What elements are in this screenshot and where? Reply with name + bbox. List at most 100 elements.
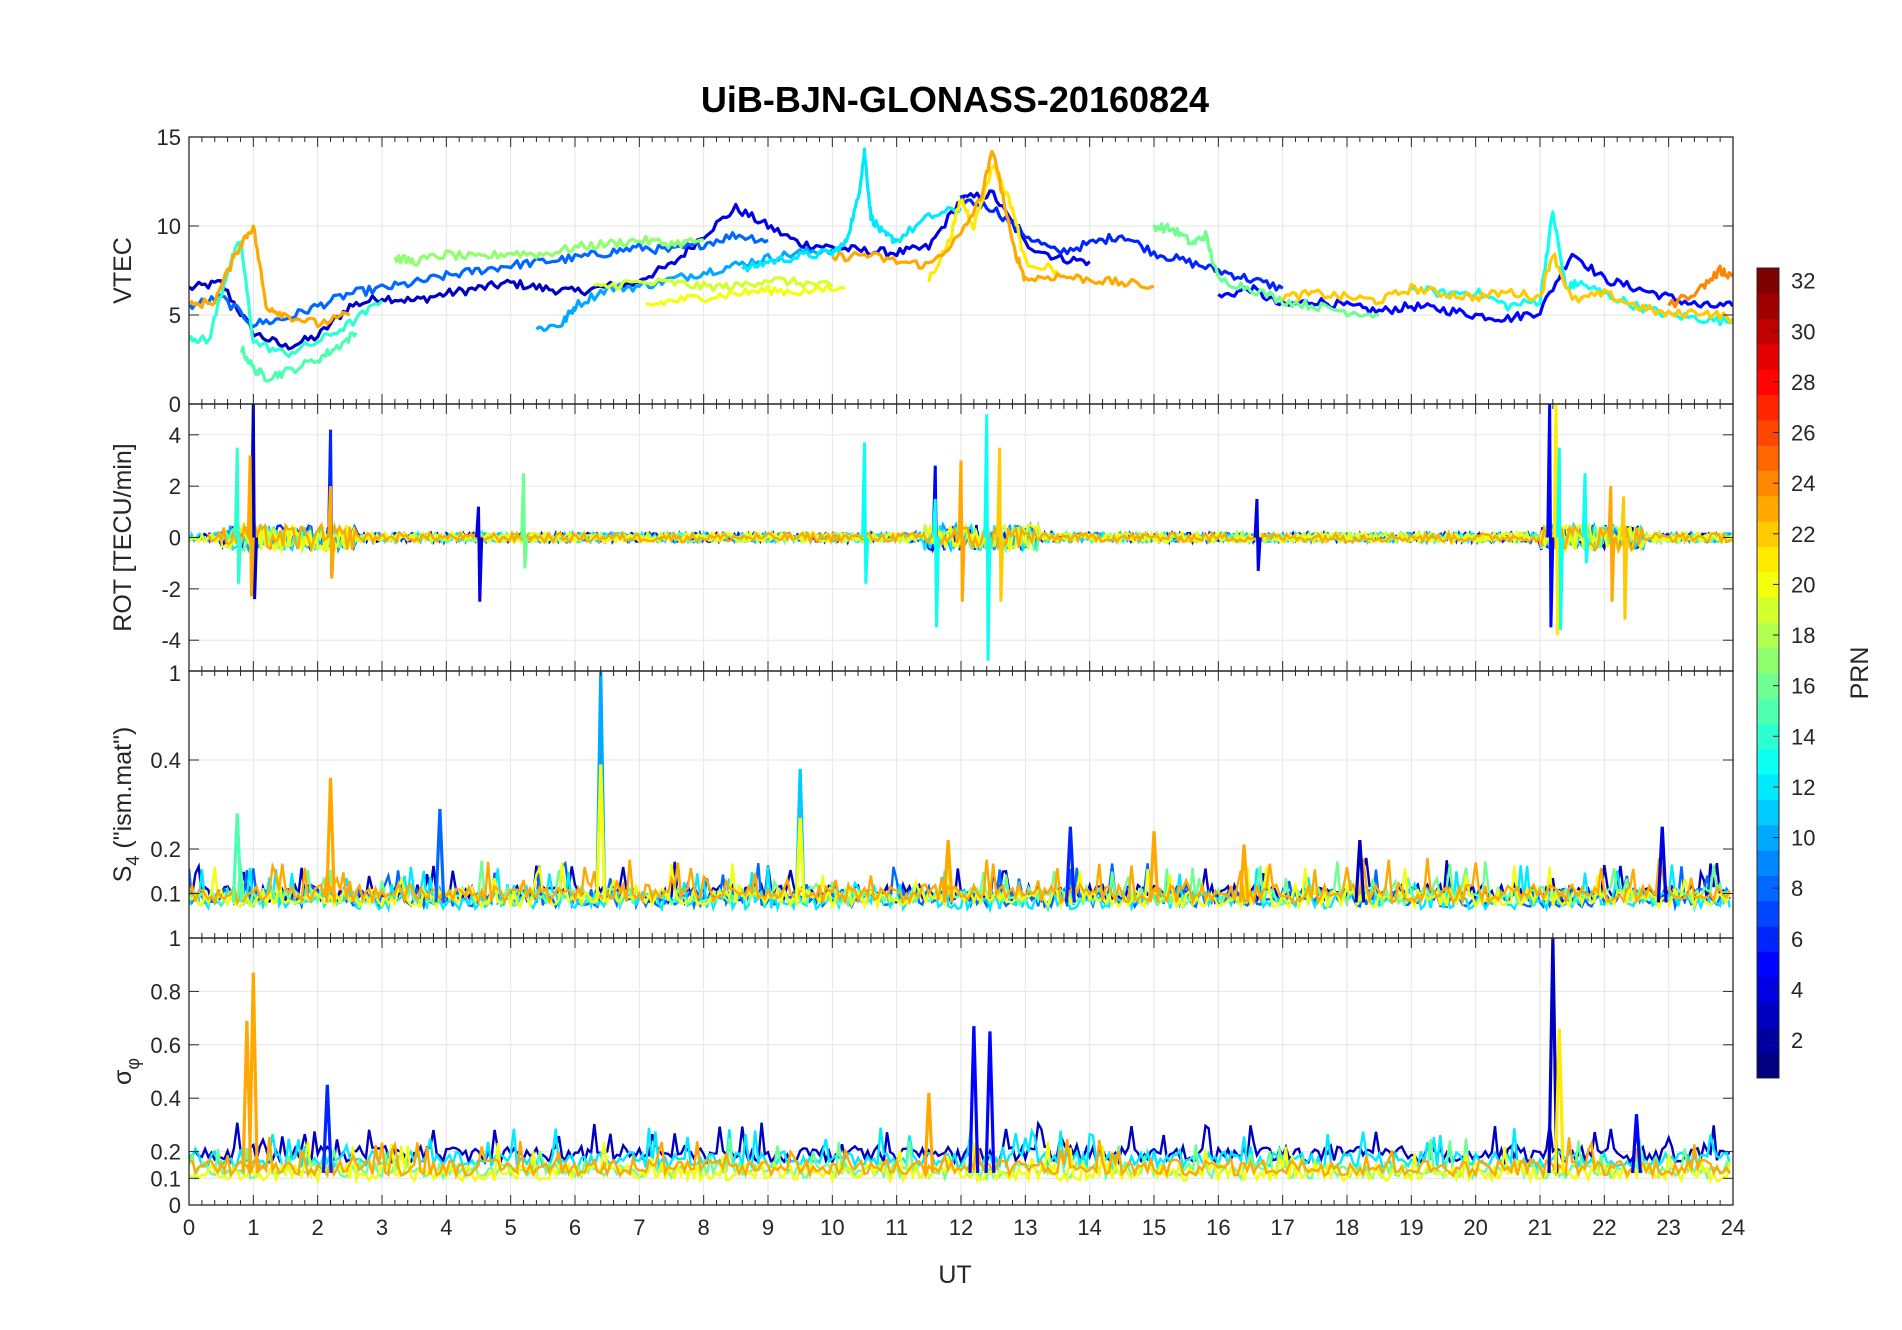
grid-vtec [188,136,1734,405]
colorbar-segment [1757,799,1779,826]
colorbar-segment [1757,976,1779,1003]
colorbar-segment [1757,1002,1779,1028]
colorbar-segment [1757,647,1779,674]
peak-prn-23 [247,972,259,1173]
peak-prn-23 [942,840,954,903]
colorbar-segment [1757,850,1779,876]
colorbar-segment [1757,748,1779,775]
rot-spike-prn-23 [327,486,336,579]
panel-s4: 0.1 0.2 0.4 1 S4 ("ism.mat") [109,661,1734,939]
y-tick-label: 0 [169,526,181,551]
plot-area-s4 [189,671,1731,914]
x-tick-label: 9 [762,1215,774,1240]
y-tick-label: 0.1 [150,1166,181,1191]
colorbar-tick-label: 2 [1791,1028,1803,1053]
colorbar-segment [1757,723,1779,750]
vtec-series-prn-3 [189,278,640,351]
colorbar-tick-label: 10 [1791,826,1815,851]
rot-spike-prn-23 [957,460,966,602]
peak-prn-5 [968,1026,980,1174]
colorbar-segment [1757,774,1779,801]
colorbar-frame [1756,267,1780,1079]
colorbar-segment [1757,343,1779,370]
peak-prn-23 [325,777,336,903]
ticks-sigma [188,937,1734,1206]
rot-spike-prn-23 [1607,486,1616,602]
y-tick-label: 0.2 [150,1140,181,1165]
y-tick-label: 0 [169,1193,181,1218]
panel-sigma: 00.10.2 0.4 0.6 0.8 1 σφ [109,926,1734,1218]
y-tick-label: 1 [169,926,181,951]
vtec-series-prn-6 [959,194,1284,292]
colorbar-segment [1757,1052,1779,1079]
vtec-series-prn-24 [1667,264,1733,309]
y-tick-label: 0.2 [150,837,181,862]
peak-prn-3 [1547,938,1559,1173]
peak-prn-15 [231,813,243,903]
colorbar-segment [1757,318,1779,345]
peak-prn-8 [434,808,446,903]
ticks-rot [188,404,1734,671]
x-tick-label: 18 [1335,1215,1359,1240]
colorbar-segment [1757,521,1779,547]
vtec-series-prn-21 [927,163,1059,283]
peak-prn-20 [595,764,607,903]
y-axis-label-sigma: σφ [109,1058,143,1085]
rot-spike-prn-13 [1581,473,1590,564]
colorbar-segment [1757,268,1779,294]
colorbar-segment [1757,622,1779,649]
colorbar-tick-label: 26 [1791,421,1815,446]
peak-prn-5 [1631,1114,1642,1174]
x-tick-label: 1 [247,1215,259,1240]
x-tick-label: 14 [1077,1215,1101,1240]
colorbar-segment [1757,1027,1779,1054]
colorbar-segment [1757,926,1779,952]
rot-spike-prn-13 [1555,447,1565,630]
x-tick-label: 11 [885,1215,908,1240]
colorbar-segment [1757,369,1779,396]
series-prn-12 [189,1127,1731,1173]
colorbar-segment [1757,597,1779,623]
peak-prn-5 [984,1031,996,1174]
colorbar-tick-label: 28 [1791,370,1815,395]
plot-area-rot [189,404,1733,661]
y-tick-label: 15 [157,125,181,150]
colorbar-tick-label: 16 [1791,674,1815,699]
peak-prn-20 [794,817,806,903]
colorbar-segment [1757,900,1779,927]
rot-series-prn-23 [207,521,1733,555]
rot-spike-prn-23 [246,455,255,597]
x-tick-label: 6 [569,1215,581,1240]
y-tick-label: 10 [157,214,181,239]
colorbar-segment [1757,495,1779,522]
plot-area-vtec [189,147,1733,383]
y-tick-label: 0.1 [150,882,181,907]
x-tick-label: 2 [312,1215,324,1240]
rot-spike-prn-14 [233,447,242,584]
x-tick-label: 19 [1399,1215,1423,1240]
x-tick-label: 5 [505,1215,517,1240]
x-tick-label: 7 [633,1215,645,1240]
colorbar-tick-label: 22 [1791,522,1815,547]
peak-prn-6 [321,1084,333,1174]
y-tick-label: 0.6 [150,1033,181,1058]
y-tick-label: 0.8 [150,979,181,1004]
x-axis-label: UT [938,1261,971,1289]
colorbar-tick-label: 4 [1791,977,1803,1002]
colorbar-tick-label: 20 [1791,572,1815,597]
peak-prn-3 [1354,840,1366,903]
vtec-series-prn-20 [645,284,846,307]
y-tick-label: 0.4 [150,1086,181,1111]
x-tick-label: 10 [820,1215,844,1240]
ticks-vtec [188,136,1734,405]
colorbar-segment [1757,824,1779,851]
vtec-series-prn-15 [239,331,358,383]
x-tick-label: 0 [183,1215,195,1240]
ticks-s4 [188,671,1734,938]
vtec-series-prn-14 [189,240,384,359]
series-prn-23 [189,857,1731,907]
vtec-series-prn-23 [831,150,1155,290]
colorbar-segment [1757,571,1779,598]
peak-prn-4 [1656,826,1668,903]
